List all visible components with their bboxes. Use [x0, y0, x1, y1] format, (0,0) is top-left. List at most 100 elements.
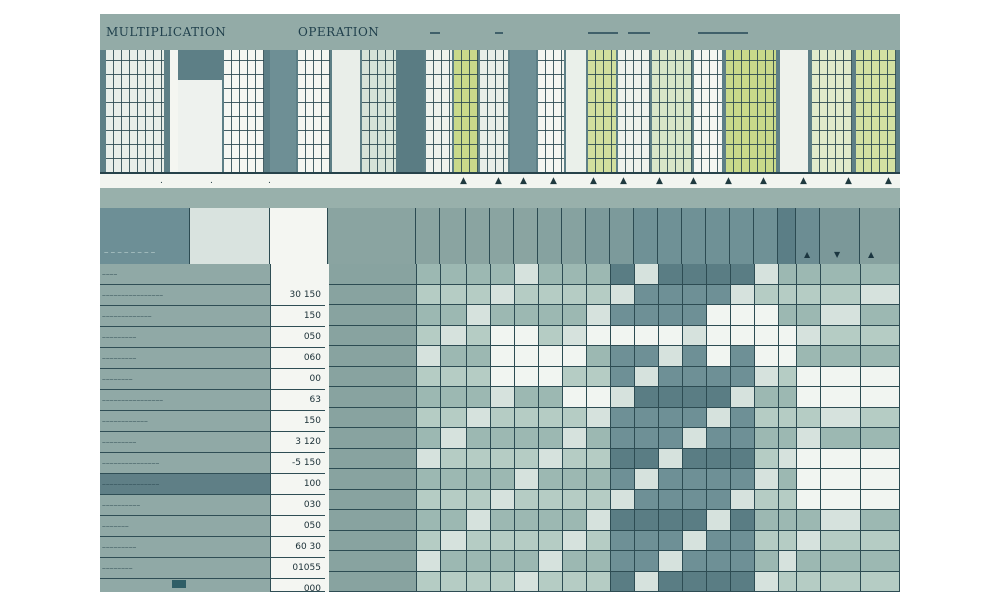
grid-cell[interactable]: [797, 489, 821, 510]
grid-cell[interactable]: [635, 571, 659, 592]
grid-cell[interactable]: [515, 571, 539, 592]
grid-cell[interactable]: [441, 346, 467, 367]
grid-cell[interactable]: [611, 387, 635, 408]
grid-cell[interactable]: [491, 489, 515, 510]
grid-cell[interactable]: [611, 407, 635, 428]
grid-cell[interactable]: [611, 571, 635, 592]
grid-cell[interactable]: [779, 551, 797, 572]
grid-cell[interactable]: [659, 407, 683, 428]
grid-cell[interactable]: [797, 510, 821, 531]
grid-cell[interactable]: [779, 448, 797, 469]
grid-cell[interactable]: [441, 489, 467, 510]
grid-cell[interactable]: [683, 530, 707, 551]
grid-cell[interactable]: [821, 428, 861, 449]
grid-cell[interactable]: [707, 489, 731, 510]
grid-cell[interactable]: [515, 510, 539, 531]
grid-cell[interactable]: [441, 530, 467, 551]
column-header[interactable]: [658, 208, 682, 264]
grid-cell[interactable]: [707, 325, 731, 346]
grid-cell[interactable]: [563, 407, 587, 428]
grid-cell[interactable]: [797, 448, 821, 469]
grid-cell[interactable]: [861, 428, 900, 449]
grid-cell[interactable]: [707, 366, 731, 387]
grid-cell[interactable]: [587, 346, 611, 367]
column-header[interactable]: ▲: [860, 208, 900, 264]
grid-cell[interactable]: [683, 284, 707, 305]
grid-cell[interactable]: [467, 366, 491, 387]
grid-cell[interactable]: [659, 325, 683, 346]
grid-cell[interactable]: [467, 305, 491, 326]
grid-cell[interactable]: [821, 264, 861, 285]
grid-cell[interactable]: [683, 264, 707, 285]
grid-cell[interactable]: [539, 407, 563, 428]
grid-cell[interactable]: [821, 510, 861, 531]
grid-cell[interactable]: [755, 264, 779, 285]
grid-cell[interactable]: [491, 407, 515, 428]
column-header[interactable]: [610, 208, 634, 264]
grid-cell[interactable]: [441, 407, 467, 428]
grid-cell[interactable]: [821, 551, 861, 572]
grid-cell[interactable]: [539, 346, 563, 367]
grid-cell[interactable]: [779, 387, 797, 408]
grid-cell[interactable]: [515, 469, 539, 490]
grid-cell[interactable]: [861, 448, 900, 469]
grid-cell[interactable]: [731, 448, 755, 469]
grid-cell[interactable]: [587, 264, 611, 285]
grid-cell[interactable]: [467, 448, 491, 469]
column-header[interactable]: [730, 208, 754, 264]
grid-cell[interactable]: [779, 469, 797, 490]
grid-cell[interactable]: [683, 366, 707, 387]
grid-cell[interactable]: [683, 448, 707, 469]
grid-cell[interactable]: [587, 551, 611, 572]
grid-cell[interactable]: [659, 489, 683, 510]
column-header[interactable]: [538, 208, 562, 264]
grid-cell[interactable]: [731, 489, 755, 510]
grid-cell[interactable]: [659, 571, 683, 592]
grid-cell[interactable]: [491, 551, 515, 572]
grid-cell[interactable]: [731, 407, 755, 428]
grid-cell[interactable]: [731, 346, 755, 367]
grid-cell[interactable]: [441, 305, 467, 326]
grid-cell[interactable]: [731, 264, 755, 285]
grid-cell[interactable]: [821, 571, 861, 592]
grid-cell[interactable]: [329, 284, 417, 305]
grid-cell[interactable]: [821, 284, 861, 305]
column-header[interactable]: ‒ ‒ ‒ ‒ ‒ ‒ ‒ ‒: [100, 208, 190, 264]
grid-cell[interactable]: [515, 305, 539, 326]
grid-cell[interactable]: [441, 551, 467, 572]
grid-cell[interactable]: [515, 284, 539, 305]
grid-cell[interactable]: [491, 305, 515, 326]
grid-cell[interactable]: [417, 325, 441, 346]
grid-cell[interactable]: [417, 407, 441, 428]
column-header[interactable]: ▼: [820, 208, 860, 264]
grid-cell[interactable]: [587, 489, 611, 510]
grid-cell[interactable]: [797, 264, 821, 285]
grid-cell[interactable]: [755, 325, 779, 346]
grid-cell[interactable]: [515, 325, 539, 346]
scroll-handle[interactable]: [172, 580, 186, 588]
grid-cell[interactable]: [755, 551, 779, 572]
grid-cell[interactable]: [861, 346, 900, 367]
grid-cell[interactable]: [707, 407, 731, 428]
grid-cell[interactable]: [587, 387, 611, 408]
grid-cell[interactable]: [683, 469, 707, 490]
grid-cell[interactable]: [441, 264, 467, 285]
grid-cell[interactable]: [731, 530, 755, 551]
grid-cell[interactable]: [861, 407, 900, 428]
grid-cell[interactable]: [707, 469, 731, 490]
grid-cell[interactable]: [731, 284, 755, 305]
grid-cell[interactable]: [329, 264, 417, 285]
grid-cell[interactable]: [539, 284, 563, 305]
grid-cell[interactable]: [587, 469, 611, 490]
grid-cell[interactable]: [659, 551, 683, 572]
grid-cell[interactable]: [635, 346, 659, 367]
grid-cell[interactable]: [755, 387, 779, 408]
grid-cell[interactable]: [731, 571, 755, 592]
grid-cell[interactable]: [821, 469, 861, 490]
grid-cell[interactable]: [611, 346, 635, 367]
grid-cell[interactable]: [539, 264, 563, 285]
grid-cell[interactable]: [467, 284, 491, 305]
grid-cell[interactable]: [515, 387, 539, 408]
grid-cell[interactable]: [539, 325, 563, 346]
grid-cell[interactable]: [467, 571, 491, 592]
